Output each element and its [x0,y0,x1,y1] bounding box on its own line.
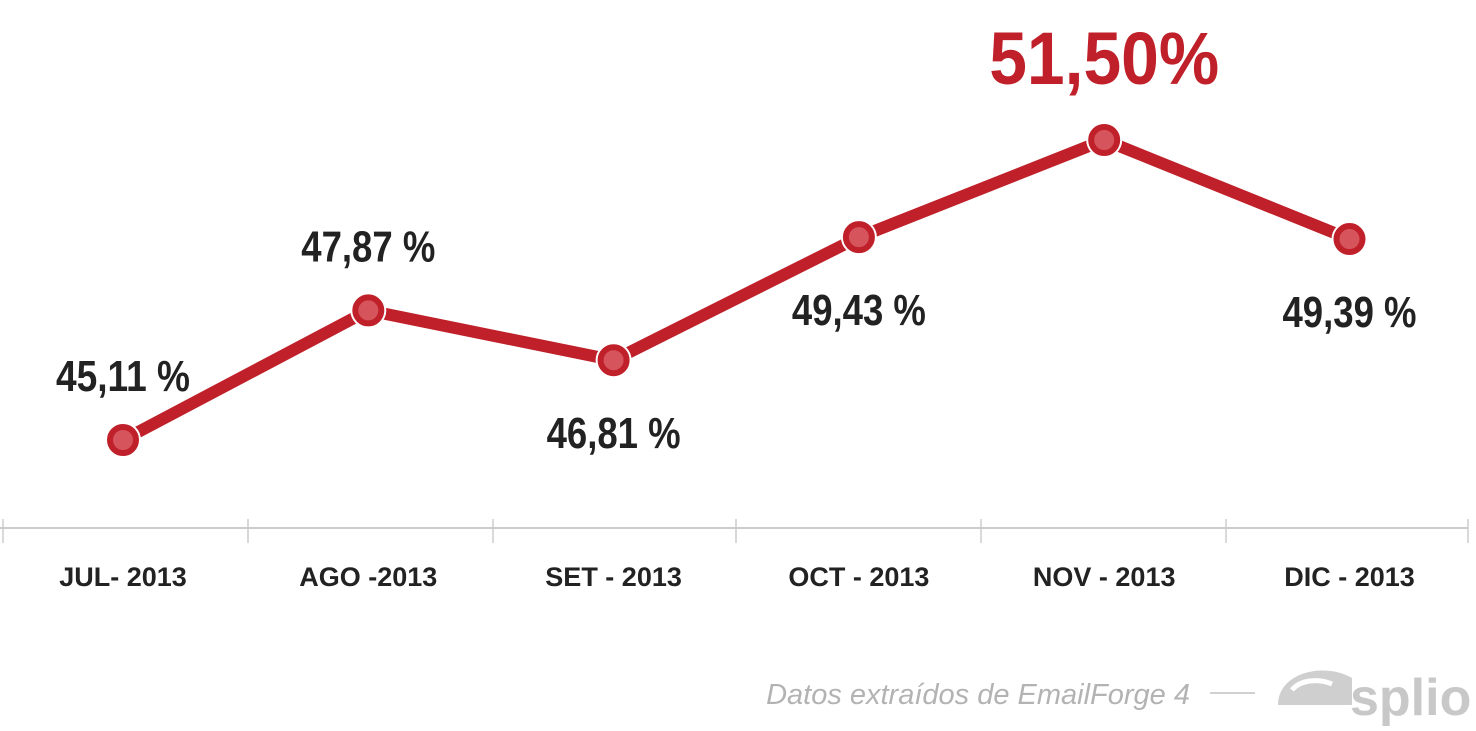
splio-logo-icon [1278,670,1352,705]
x-tick-labels-group: JUL- 2013 AGO -2013 SET - 2013 OCT - 2013 NO… [59,562,1415,592]
x-tick-label: SET - 2013 [545,562,682,592]
splio-logo-text: splio [1350,669,1471,727]
footer: Datos extraídos de EmailForge 4 splio [766,669,1471,727]
source-note: Datos extraídos de EmailForge 4 [766,679,1190,711]
series-line-group [117,134,1356,446]
value-label: 45,11 % [56,352,190,401]
value-label: 49,39 % [1283,288,1417,337]
data-point [597,344,630,377]
data-point [1088,124,1121,156]
data-point [1333,223,1366,256]
data-point [107,424,139,456]
x-tick-label: JUL- 2013 [59,562,187,592]
value-label: 49,43 % [792,286,926,335]
value-label: 47,87 % [301,222,435,271]
series-line [117,134,1356,446]
x-tick-label: AGO -2013 [299,562,437,592]
x-tick-label: OCT - 2013 [788,562,929,592]
value-label: 51,50% [989,17,1219,100]
markers-group [105,122,1368,458]
x-tick-label: DIC - 2013 [1284,562,1415,592]
x-tick-label: NOV - 2013 [1033,562,1176,592]
value-label: 46,81 % [547,409,681,458]
x-axis [0,519,1469,543]
data-point [352,294,385,327]
data-point [842,221,875,254]
value-labels-group: 45,11 % 47,87 % 46,81 % 49,43 % 51,50% 49,39 … [56,17,1417,458]
